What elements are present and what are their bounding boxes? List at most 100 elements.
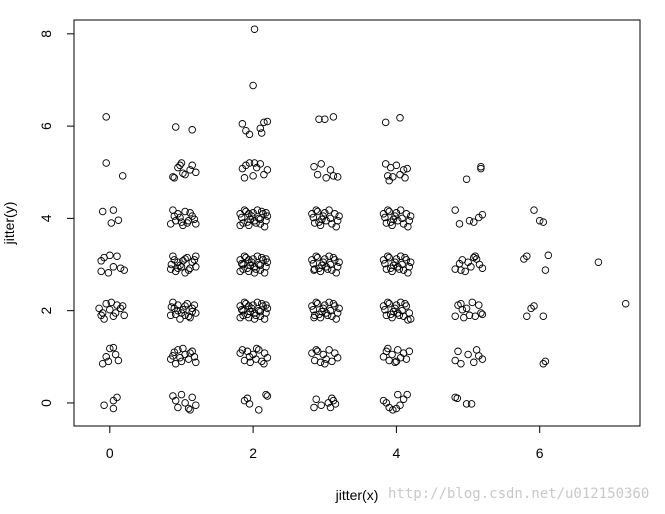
- data-point: [385, 207, 393, 216]
- data-point: [312, 206, 320, 214]
- data-point: [109, 404, 118, 413]
- data-point: [263, 353, 272, 362]
- data-point: [181, 269, 189, 277]
- data-point: [386, 218, 395, 226]
- data-point: [243, 218, 252, 226]
- data-point: [477, 309, 485, 317]
- data-point: [100, 401, 108, 409]
- data-point: [116, 304, 125, 313]
- y-tick-label: 0: [38, 399, 54, 407]
- data-point: [179, 169, 187, 177]
- data-point: [318, 307, 326, 316]
- data-point: [166, 311, 175, 320]
- data-point: [333, 353, 342, 362]
- data-point: [188, 393, 196, 402]
- data-point: [114, 356, 123, 365]
- data-point: [184, 312, 193, 320]
- data-point: [325, 346, 333, 354]
- data-point: [263, 392, 272, 400]
- data-point: [174, 210, 182, 218]
- data-point: [192, 309, 200, 317]
- data-point: [176, 353, 184, 362]
- data-point: [310, 313, 318, 322]
- data-point: [333, 216, 342, 225]
- data-point: [312, 252, 320, 260]
- data-point: [192, 220, 200, 228]
- data-point: [405, 309, 414, 317]
- data-point: [399, 312, 408, 320]
- data-point: [331, 400, 340, 408]
- data-point: [461, 267, 469, 276]
- data-point: [260, 118, 268, 127]
- data-point: [237, 259, 246, 268]
- data-point: [255, 346, 263, 354]
- data-point: [312, 346, 320, 354]
- data-point: [263, 212, 272, 220]
- data-point: [381, 213, 389, 222]
- data-point: [404, 269, 412, 277]
- data-point: [250, 315, 259, 323]
- data-point: [181, 399, 189, 407]
- data-point: [389, 307, 398, 316]
- data-point: [539, 359, 548, 368]
- data-point: [530, 302, 538, 310]
- data-point: [188, 161, 196, 170]
- data-point: [167, 260, 176, 269]
- data-point: [186, 406, 194, 414]
- data-point: [478, 210, 487, 219]
- data-point: [451, 206, 459, 214]
- data-point: [399, 349, 408, 357]
- data-point: [381, 305, 389, 314]
- data-point: [245, 159, 254, 167]
- data-point: [260, 170, 268, 179]
- data-point: [257, 129, 266, 137]
- data-point: [454, 347, 462, 356]
- data-point: [402, 355, 411, 363]
- data-point: [384, 298, 392, 307]
- data-point: [404, 316, 412, 324]
- data-point: [260, 359, 268, 368]
- data-point: [385, 299, 393, 308]
- data-point: [256, 215, 265, 224]
- data-point: [321, 301, 329, 309]
- x-axis: 0 2 4 6: [106, 425, 544, 461]
- data-point: [478, 264, 487, 272]
- data-point: [523, 252, 531, 260]
- data-point: [384, 172, 392, 180]
- data-point: [236, 313, 244, 322]
- data-point: [402, 210, 411, 218]
- data-point: [250, 269, 259, 277]
- data-point: [174, 163, 182, 172]
- data-point: [322, 216, 330, 225]
- data-point: [312, 395, 320, 403]
- data-point: [396, 170, 404, 179]
- data-point: [262, 390, 270, 399]
- data-point: [471, 252, 479, 260]
- data-point: [171, 359, 180, 368]
- data-point: [465, 311, 474, 320]
- data-point: [106, 305, 114, 314]
- data-point: [331, 256, 339, 264]
- data-point: [109, 263, 118, 271]
- data-point: [453, 394, 462, 403]
- data-point: [250, 159, 259, 167]
- data-point: [252, 344, 261, 353]
- data-point: [471, 312, 479, 320]
- data-point: [394, 390, 402, 399]
- data-point: [176, 315, 184, 323]
- data-point: [401, 299, 409, 308]
- data-point: [184, 216, 193, 225]
- data-point: [192, 252, 200, 260]
- data-point: [171, 216, 180, 225]
- data-point: [392, 301, 401, 309]
- data-point: [312, 298, 320, 307]
- data-point: [478, 355, 487, 363]
- data-point: [190, 353, 199, 361]
- data-point: [183, 299, 191, 308]
- data-point: [262, 255, 270, 263]
- data-point: [385, 176, 393, 185]
- data-point: [104, 269, 113, 277]
- data-point: [403, 164, 411, 173]
- data-point: [107, 298, 116, 307]
- data-point: [394, 263, 402, 271]
